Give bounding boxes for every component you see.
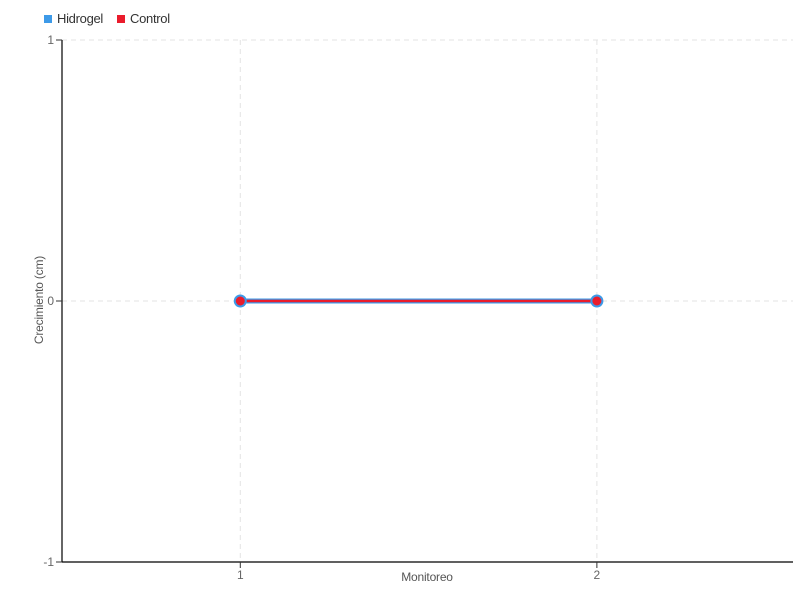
y-tick-label: 0 [47,294,54,308]
data-point-control-x1[interactable] [235,296,245,306]
y-tick-label: -1 [43,555,54,569]
legend-label-hidrogel: Hidrogel [57,11,104,26]
legend-item-control[interactable]: Control [117,11,170,26]
hidrogel-swatch-icon [44,14,52,23]
legend: Hidrogel Control [44,11,170,26]
x-tick-label: 1 [237,568,244,582]
data-point-control-x2[interactable] [592,296,602,306]
control-swatch-icon [117,14,126,23]
legend-label-control: Control [130,11,170,26]
x-axis-title: Monitoreo [401,570,453,584]
legend-item-hidrogel[interactable]: Hidrogel [44,11,103,26]
y-tick-label: 1 [47,33,54,47]
x-tick-label: 2 [594,568,601,582]
y-axis-title: Crecimiento (cm) [32,255,46,345]
